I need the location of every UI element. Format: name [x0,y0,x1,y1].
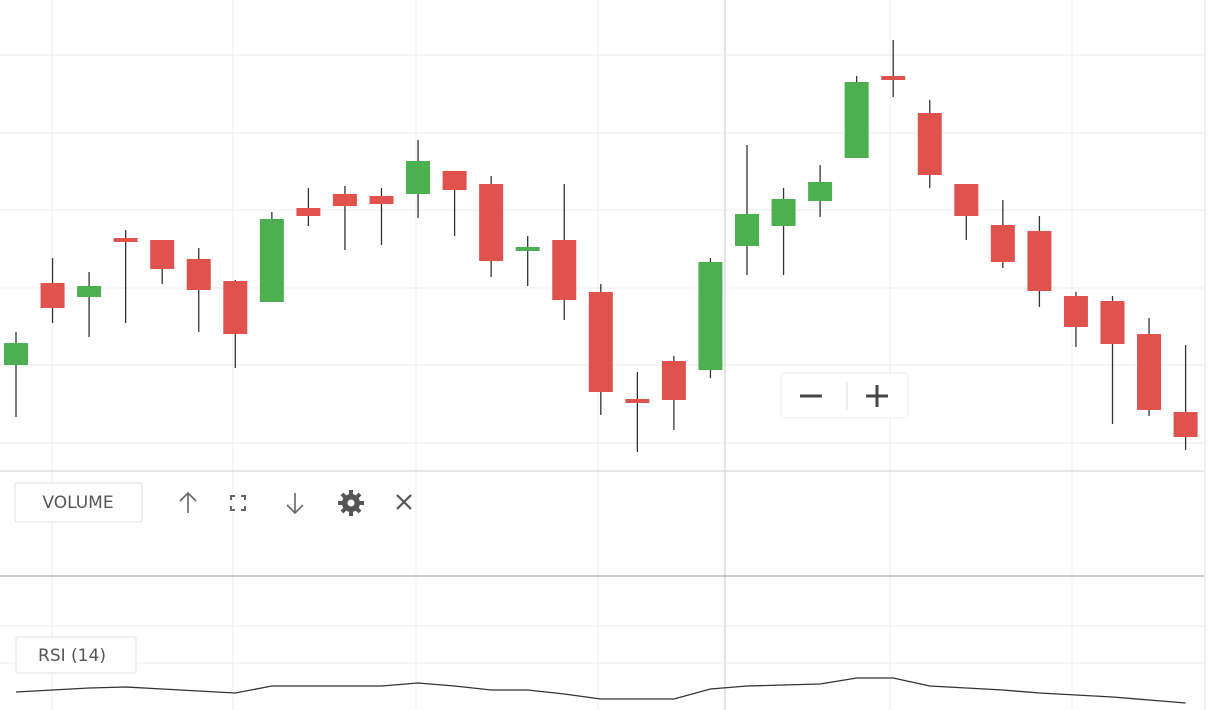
candle-body [552,240,577,300]
rsi-button[interactable] [15,636,137,674]
zoom-in[interactable] [866,385,888,407]
candle-body [77,286,102,297]
close-icon[interactable] [396,494,412,510]
move-up-icon[interactable] [179,491,197,513]
candle-body [442,171,467,190]
candle-body [844,82,869,158]
candle-body [40,283,65,308]
rsi-line [15,677,1186,704]
volume-label: VOLUME [42,493,113,513]
candles [4,40,1198,452]
candle-body [588,292,613,392]
candle-body [1063,296,1088,327]
candle-body [625,399,650,403]
rsi-label: RSI (14) [38,646,106,666]
volume-button[interactable] [14,482,143,523]
candle-body [1100,301,1125,344]
candle-body [661,361,686,400]
candle-body [223,281,248,334]
candle-body [771,199,796,226]
candle-body [369,196,394,204]
candle-body [1137,334,1162,410]
volume-toolbar: VOLUME [14,482,412,523]
rsi-pane [15,677,1186,704]
candle-body [990,225,1015,262]
candle-body [332,194,357,206]
fullscreen-icon[interactable] [230,495,246,511]
move-down-icon[interactable] [286,493,304,515]
candle-body [259,219,284,302]
candle-body [186,259,211,290]
candle-body [881,76,906,80]
candle-body [4,343,28,365]
candle-body [735,214,759,246]
candle-body [113,238,138,242]
candle-body [954,184,979,216]
candle-body [479,184,504,261]
candle-body [917,113,942,175]
candle-body [406,161,431,194]
candle-body [515,247,540,251]
candle-body [808,182,833,201]
candle-body [698,262,723,370]
candle-body [1027,231,1052,291]
candle-body [1173,412,1198,437]
candle-body [150,240,175,269]
zoom-control [780,372,909,419]
settings-icon[interactable] [338,490,364,516]
candle-body [296,208,321,216]
